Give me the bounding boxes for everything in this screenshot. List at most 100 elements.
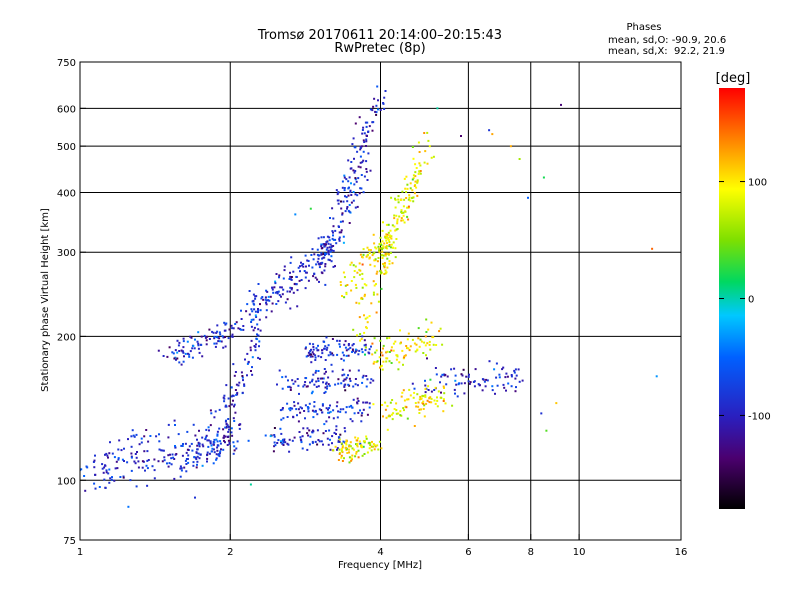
data-point-o bbox=[359, 161, 362, 164]
data-point-o bbox=[354, 206, 357, 209]
data-point-o bbox=[198, 429, 200, 432]
data-point-o bbox=[196, 448, 199, 451]
data-point-x bbox=[374, 351, 377, 354]
data-point-o bbox=[332, 265, 335, 268]
data-point-o bbox=[352, 191, 355, 193]
data-point-o bbox=[309, 350, 312, 353]
data-point-o bbox=[289, 407, 292, 409]
data-point-o bbox=[335, 425, 338, 428]
data-point-o bbox=[235, 393, 238, 396]
data-point-x bbox=[368, 315, 371, 318]
data-point-x bbox=[351, 447, 354, 450]
data-point-o bbox=[350, 404, 353, 407]
data-point-o bbox=[505, 372, 508, 375]
data-point-o bbox=[188, 445, 191, 448]
data-point-x bbox=[386, 235, 388, 238]
data-point-o bbox=[359, 145, 362, 148]
data-point-x bbox=[417, 141, 420, 144]
data-point-x bbox=[409, 187, 412, 190]
data-point-x bbox=[387, 415, 390, 418]
data-point-x bbox=[432, 155, 435, 158]
data-point-o bbox=[328, 407, 331, 409]
data-point-o bbox=[362, 374, 365, 377]
data-point-o bbox=[286, 290, 289, 293]
data-point-x bbox=[378, 243, 381, 246]
data-point-x bbox=[364, 440, 366, 443]
data-point-o bbox=[341, 213, 344, 216]
data-point-o bbox=[359, 442, 362, 445]
data-point-x bbox=[425, 331, 428, 333]
data-point-o bbox=[158, 440, 161, 443]
data-point-o bbox=[347, 194, 350, 197]
data-point-x bbox=[393, 217, 396, 220]
data-point-o bbox=[130, 435, 133, 438]
data-point-x bbox=[389, 246, 392, 249]
data-point-o bbox=[258, 357, 261, 360]
data-point-o bbox=[365, 385, 368, 388]
data-point-o bbox=[252, 293, 255, 296]
data-point-x bbox=[354, 265, 357, 268]
data-point-o bbox=[94, 473, 97, 476]
data-point-o bbox=[365, 375, 368, 377]
data-point-x bbox=[393, 225, 396, 228]
data-point-o bbox=[411, 382, 414, 385]
y-tick-label: 750 bbox=[57, 58, 76, 69]
data-point-o bbox=[170, 457, 173, 460]
data-point-o bbox=[182, 346, 185, 349]
data-point-o bbox=[181, 445, 184, 447]
data-point-o bbox=[335, 189, 338, 192]
data-point-o bbox=[286, 402, 289, 405]
data-point-o bbox=[347, 344, 350, 347]
data-point-x bbox=[388, 351, 391, 353]
data-point-x bbox=[372, 280, 375, 283]
data-point-o bbox=[280, 432, 283, 435]
data-point-o bbox=[325, 243, 327, 246]
data-point-o bbox=[457, 383, 460, 386]
data-point-x bbox=[423, 132, 426, 134]
data-point-x bbox=[365, 284, 368, 287]
data-point-x bbox=[382, 344, 385, 347]
data-point-x bbox=[422, 395, 425, 398]
data-point-x bbox=[427, 328, 430, 331]
data-point-o bbox=[251, 310, 254, 313]
data-point-o bbox=[446, 375, 449, 378]
data-point-o bbox=[367, 351, 370, 354]
data-point-o bbox=[236, 440, 239, 443]
data-point-o bbox=[316, 413, 319, 416]
data-point-x bbox=[414, 180, 417, 183]
data-point-x bbox=[372, 362, 375, 365]
data-point-o bbox=[361, 132, 364, 135]
data-point-o bbox=[372, 105, 375, 108]
data-point-o bbox=[325, 248, 328, 251]
data-point-o bbox=[192, 344, 195, 347]
data-point-o bbox=[284, 301, 287, 304]
data-point-o bbox=[132, 434, 135, 437]
data-point-x bbox=[369, 249, 372, 252]
x-tick-label: 6 bbox=[465, 547, 471, 558]
data-point-x bbox=[364, 317, 367, 320]
data-point-o bbox=[204, 336, 207, 339]
data-point-o bbox=[224, 336, 227, 338]
data-point-o bbox=[317, 439, 320, 441]
data-point-x bbox=[419, 338, 422, 341]
data-point-x bbox=[392, 241, 395, 244]
data-point-o bbox=[343, 378, 346, 381]
data-point-o bbox=[223, 394, 226, 397]
data-point-o bbox=[105, 469, 108, 472]
data-point-o bbox=[306, 432, 309, 435]
data-point-o bbox=[304, 271, 307, 274]
data-point-o bbox=[307, 434, 310, 437]
data-point-x bbox=[341, 295, 343, 297]
data-point-o bbox=[296, 289, 299, 292]
data-point-x bbox=[403, 356, 406, 359]
data-point-x bbox=[345, 448, 348, 451]
data-point-o bbox=[365, 145, 367, 147]
data-point-o bbox=[375, 111, 378, 114]
data-point-o bbox=[354, 378, 357, 380]
data-point-x bbox=[411, 338, 414, 341]
data-point-o bbox=[116, 467, 119, 470]
data-point-o bbox=[302, 263, 305, 265]
data-point-o bbox=[318, 266, 321, 269]
data-point-o bbox=[342, 379, 345, 382]
data-point-o bbox=[206, 457, 209, 460]
